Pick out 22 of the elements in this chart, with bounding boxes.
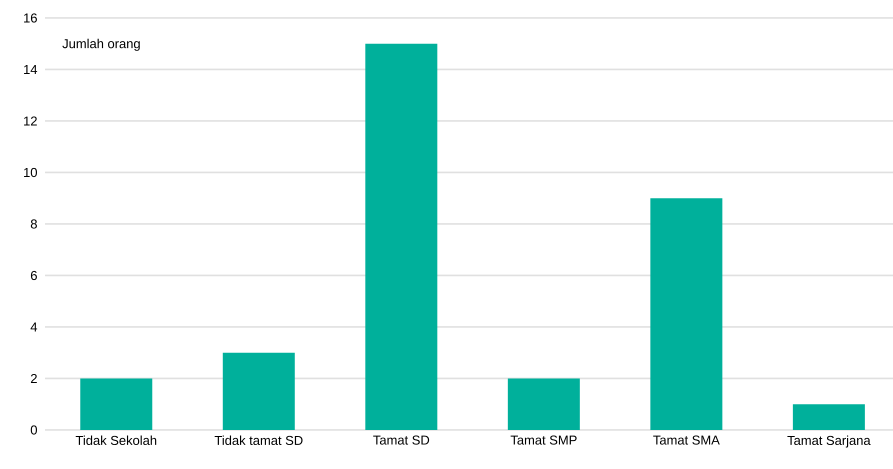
y-tick-label: 14 [24, 65, 38, 74]
y-tick-label: 2 [30, 374, 37, 384]
x-tick-label: Tamat SMA [653, 436, 720, 445]
x-tick-label: Tidak tamat SD [214, 436, 303, 446]
y-tick-label: 0 [30, 425, 37, 435]
bar [80, 378, 152, 430]
y-tick-label: 6 [30, 270, 37, 280]
x-tick-label: Tamat Sarjana [787, 436, 871, 448]
y-tick-label: 4 [30, 322, 38, 332]
y-tick-label: 10 [24, 168, 37, 178]
y-tick-label: 12 [24, 116, 37, 126]
y-tick-label: 8 [30, 219, 37, 229]
bar [792, 404, 865, 430]
bar [508, 378, 580, 430]
bar [365, 44, 438, 430]
bar [650, 198, 722, 430]
y-tick-label: 16 [24, 13, 37, 23]
x-tick-label: Tamat SD [373, 436, 430, 445]
bar [222, 352, 295, 430]
y-axis-title: Jumlah orang [62, 38, 140, 51]
x-tick-label: Tamat SMP [510, 436, 577, 445]
x-tick-label: Tidak Sekolah [76, 436, 156, 446]
